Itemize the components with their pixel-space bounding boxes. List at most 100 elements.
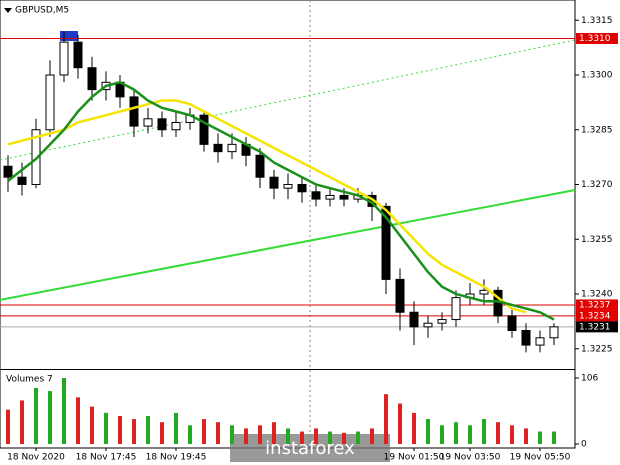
chart-title: GBPUSD,M5 (15, 6, 69, 16)
candle-body (521, 330, 531, 346)
volume-bar (188, 425, 192, 444)
candle-body (283, 184, 293, 189)
volume-bar (440, 425, 444, 444)
x-tick-label: 19 Nov 01:50 (384, 453, 445, 463)
candle-body (423, 322, 433, 328)
x-tick-label: 19 Nov 05:50 (510, 453, 571, 463)
volume-bar (6, 409, 10, 444)
level-box (576, 299, 618, 311)
volume-bar (398, 403, 402, 444)
candle-body (395, 278, 405, 313)
candle-body (199, 114, 209, 145)
menu-arrow (4, 8, 12, 13)
volume-bar (146, 415, 150, 444)
signal-marker (60, 31, 78, 41)
candle-body (129, 96, 139, 127)
level-label: 1.3234 (579, 311, 611, 321)
volume-bar (118, 415, 122, 444)
candle-body (3, 165, 13, 178)
candle-body (535, 337, 545, 346)
volume-title: Volumes 7 (6, 375, 53, 385)
candle-body (437, 319, 447, 324)
x-tick-label: 18 Nov 2020 (7, 453, 65, 463)
volume-bar (426, 419, 430, 444)
y-tick-label: 1.3225 (581, 344, 613, 354)
ma-line (7, 99, 527, 314)
volume-bar (216, 422, 220, 444)
volume-bar (510, 425, 514, 444)
volume-bar (202, 419, 206, 444)
trend-line (0, 188, 576, 301)
y-tick-label: 1.3285 (581, 125, 613, 135)
volume-bar (62, 378, 66, 444)
level-label: 1.3310 (579, 34, 611, 44)
candle-body (325, 194, 335, 200)
ma-line (7, 80, 555, 321)
volume-bar (132, 419, 136, 444)
plot-frame (0, 0, 576, 449)
volume-tick-label: 0 (581, 440, 587, 450)
volume-bar (314, 428, 318, 444)
level-box (576, 310, 618, 322)
volume-bar (230, 425, 234, 444)
level-box (576, 321, 618, 333)
level-label: 1.3237 (579, 300, 611, 310)
volume-bar (286, 428, 290, 444)
volume-bar (90, 406, 94, 444)
candle-body (143, 118, 153, 127)
candle-body (339, 194, 349, 200)
x-tick-label: 18 Nov 19:45 (146, 453, 207, 463)
volume-tick-label: 106 (581, 374, 598, 384)
volume-bar (244, 428, 248, 444)
x-tick-label: 18 Nov 17:45 (76, 453, 137, 463)
candle-body (269, 176, 279, 189)
candle-body (31, 129, 41, 185)
volume-bar (300, 431, 304, 444)
y-tick-label: 1.3300 (581, 71, 613, 81)
volume-bar (160, 422, 164, 444)
volume-bar (258, 425, 262, 444)
candle-body (409, 311, 419, 328)
volume-bar (76, 397, 80, 444)
candle-body (297, 184, 307, 193)
candle-body (87, 67, 97, 91)
y-tick-label: 1.3315 (581, 16, 613, 26)
volume-bar (174, 412, 178, 444)
x-tick-label: 19 Nov 03:50 (440, 453, 501, 463)
volume-bar (482, 419, 486, 444)
watermark: instaforex (265, 438, 355, 459)
candle-body (451, 297, 461, 321)
y-tick-label: 1.3240 (581, 290, 613, 300)
level-label: 1.3231 (579, 322, 611, 332)
candle-body (213, 143, 223, 153)
volume-bar (412, 412, 416, 444)
candle-body (45, 74, 55, 131)
volume-bar (272, 422, 276, 444)
volume-bar (524, 428, 528, 444)
y-tick-label: 1.3255 (581, 235, 613, 245)
candle-body (479, 289, 489, 295)
candle-body (59, 41, 69, 76)
candle-body (255, 154, 265, 178)
candle-body (311, 191, 321, 200)
volume-bar (356, 431, 360, 444)
volume-bar (34, 387, 38, 444)
candle-body (549, 326, 559, 339)
volume-bar (468, 425, 472, 444)
volume-bar (328, 431, 332, 444)
volume-bar (370, 428, 374, 444)
candle-body (381, 205, 391, 280)
watermark-box (230, 434, 390, 462)
volume-bar (384, 394, 388, 444)
volume-bar (496, 422, 500, 444)
y-tick-label: 1.3270 (581, 180, 613, 190)
candle-body (17, 176, 27, 185)
volume-bar (552, 431, 556, 444)
volume-bar (342, 432, 346, 444)
volume-bar (454, 422, 458, 444)
level-box (576, 33, 618, 44)
volume-bar (538, 431, 542, 444)
candle-body (507, 315, 517, 331)
candle-body (171, 121, 181, 131)
